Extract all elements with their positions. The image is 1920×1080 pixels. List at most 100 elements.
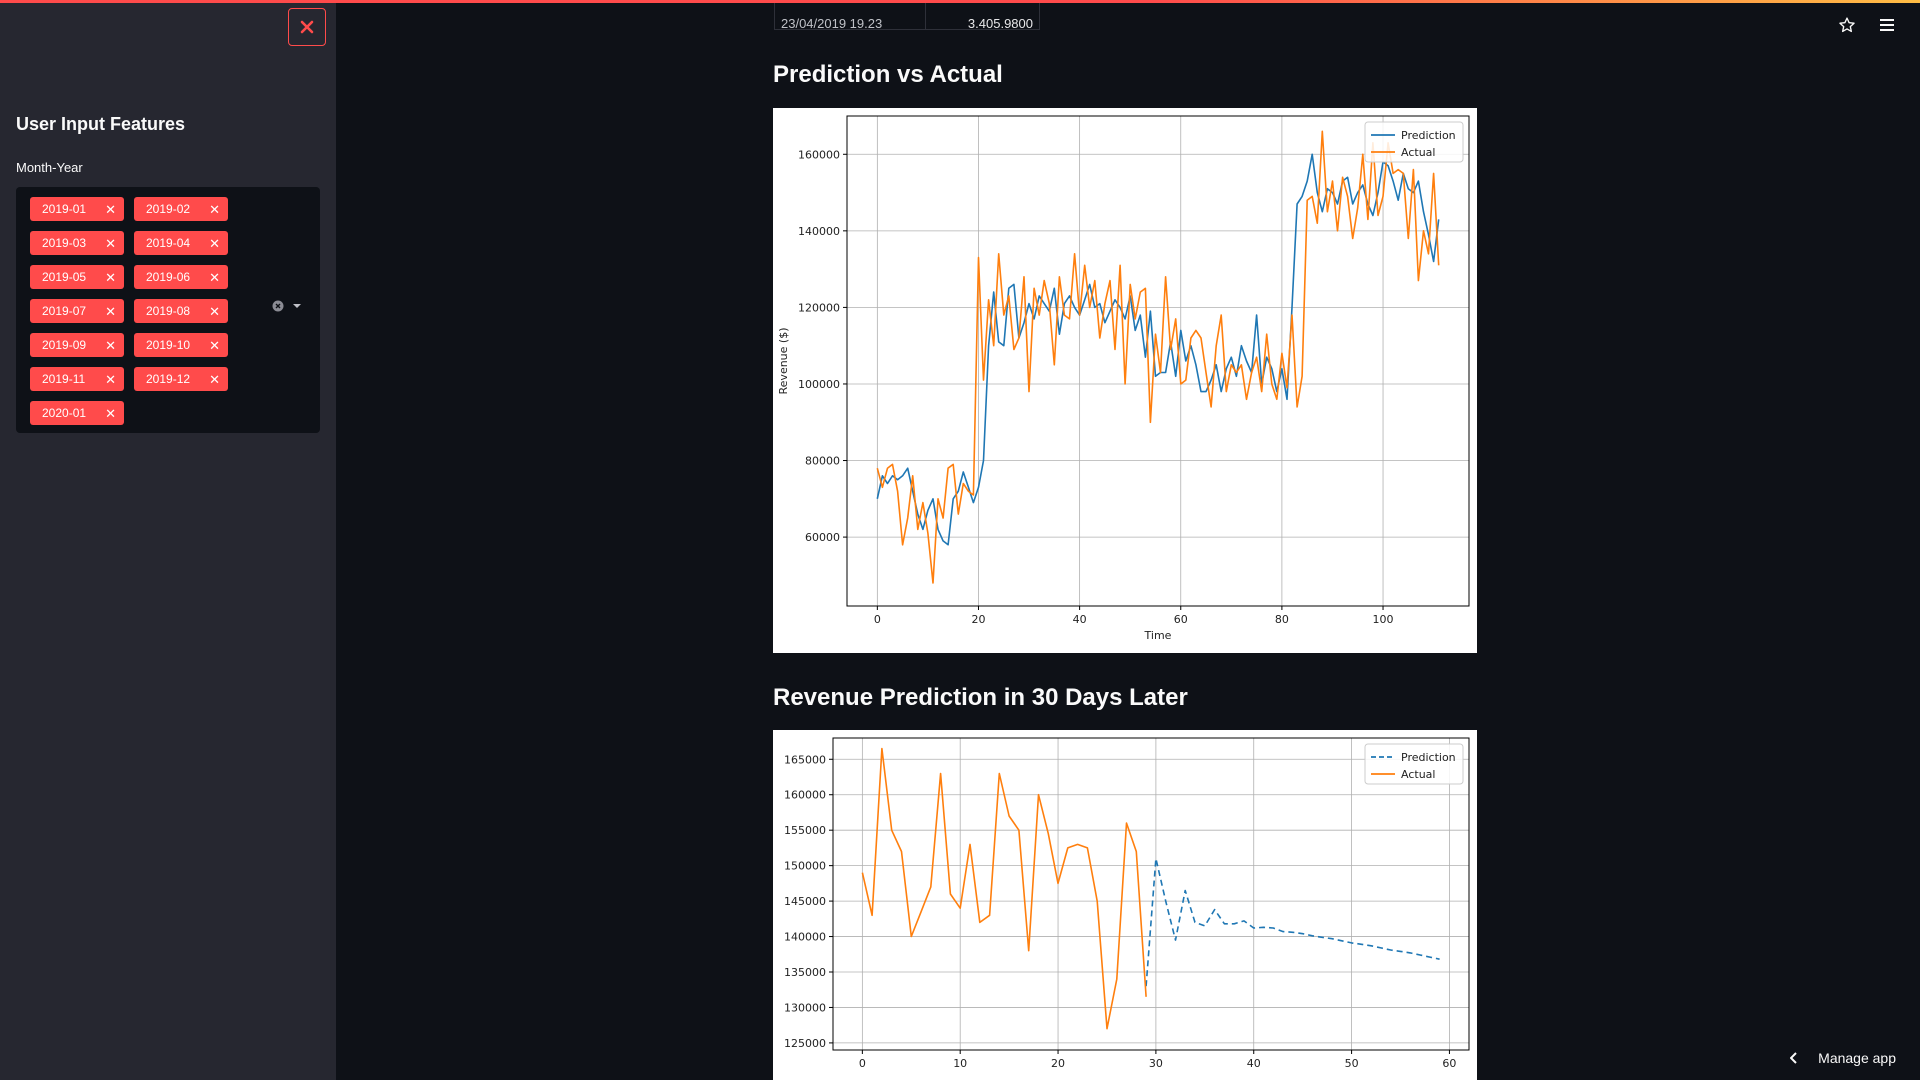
manage-app-label: Manage app — [1818, 1050, 1896, 1066]
legend-label-prediction: Prediction — [1401, 751, 1456, 764]
x-tick-label: 80 — [1275, 613, 1289, 626]
x-tick-label: 50 — [1345, 1057, 1359, 1070]
revenue-prediction-title: Revenue Prediction in 30 Days Later — [773, 684, 1188, 711]
prediction-vs-actual-chart: 0 20 40 60 80 100 60000 80000 100000 120000 140000… — [773, 108, 1477, 653]
month-year-label: Month-Year — [16, 160, 83, 175]
remove-tag-icon[interactable]: ✕ — [209, 371, 220, 387]
x-tick-label: 10 — [953, 1057, 967, 1070]
x-tick-label: 60 — [1442, 1057, 1456, 1070]
table-cell-timestamp: 23/04/2019 19.23 — [781, 16, 883, 30]
selected-tag: 2019-01 ✕ — [30, 197, 124, 221]
remove-tag-icon[interactable]: ✕ — [209, 201, 220, 217]
clear-all-icon[interactable] — [272, 300, 284, 312]
legend-label-actual: Actual — [1401, 768, 1435, 781]
y-tick-label: 130000 — [784, 1001, 826, 1014]
y-tick-label: 125000 — [784, 1037, 826, 1050]
x-tick-label: 40 — [1247, 1057, 1261, 1070]
menu-icon[interactable] — [1878, 16, 1896, 34]
y-tick-label: 160000 — [784, 789, 826, 802]
multiselect-controls — [272, 300, 302, 312]
x-tick-label: 60 — [1174, 613, 1188, 626]
series-line-actual — [861, 747, 1147, 1030]
y-tick-label: 160000 — [798, 148, 840, 161]
table-column-divider — [925, 0, 926, 29]
chart1-svg: 0 20 40 60 80 100 60000 80000 100000 120000 140000… — [777, 115, 1470, 642]
series-line-actual — [876, 130, 1440, 584]
y-tick-label: 100000 — [798, 378, 840, 391]
star-icon[interactable] — [1838, 16, 1856, 34]
tag-label: 2019-05 — [42, 270, 87, 284]
remove-tag-icon[interactable]: ✕ — [105, 235, 116, 251]
y-tick-label: 165000 — [784, 753, 826, 766]
tag-label: 2019-07 — [42, 304, 87, 318]
close-icon — [300, 20, 314, 34]
tag-label: 2019-12 — [146, 372, 191, 386]
month-year-multiselect[interactable]: 2019-01 ✕ 2019-02 ✕ 2019-03 ✕ 2019-04 ✕ 2019-05 ✕… — [16, 187, 320, 433]
legend-label-actual: Actual — [1401, 146, 1435, 159]
selected-tag: 2019-05 ✕ — [30, 265, 124, 289]
close-sidebar-button[interactable] — [288, 8, 326, 46]
sidebar-title: User Input Features — [16, 114, 186, 134]
series-line-prediction — [876, 153, 1440, 546]
remove-tag-icon[interactable]: ✕ — [105, 201, 116, 217]
top-decoration-bar — [0, 0, 1920, 3]
x-axis-label: Time — [1144, 629, 1172, 642]
selected-tag: 2019-02 ✕ — [134, 197, 228, 221]
y-tick-label: 80000 — [805, 455, 840, 468]
sidebar: User Input Features Month-Year 2019-01 ✕ 2… — [0, 0, 336, 1080]
x-tick-label: 0 — [874, 613, 881, 626]
x-tick-label: 0 — [859, 1057, 866, 1070]
tag-label: 2019-11 — [42, 372, 86, 386]
tag-label: 2019-09 — [42, 338, 87, 352]
remove-tag-icon[interactable]: ✕ — [209, 269, 220, 285]
tag-label: 2020-01 — [42, 406, 87, 420]
selected-tag: 2019-12 ✕ — [134, 367, 228, 391]
y-tick-label: 120000 — [798, 301, 840, 314]
y-tick-label: 155000 — [784, 824, 826, 837]
selected-tag: 2019-06 ✕ — [134, 265, 228, 289]
y-axis-label: Revenue ($) — [777, 328, 790, 395]
selected-tag: 2019-08 ✕ — [134, 299, 228, 323]
remove-tag-icon[interactable]: ✕ — [209, 235, 220, 251]
tag-label: 2019-08 — [146, 304, 191, 318]
x-tick-label: 20 — [971, 613, 985, 626]
remove-tag-icon[interactable]: ✕ — [105, 337, 116, 353]
selected-tag: 2019-10 ✕ — [134, 333, 228, 357]
x-tick-label: 20 — [1051, 1057, 1065, 1070]
tag-label: 2019-01 — [42, 202, 87, 216]
x-tick-label: 40 — [1073, 613, 1087, 626]
selected-tag: 2019-09 ✕ — [30, 333, 124, 357]
plot-frame — [832, 737, 1470, 1051]
chevron-down-icon[interactable] — [292, 303, 302, 309]
chevron-left-icon — [1790, 1052, 1797, 1064]
selected-tag: 2019-11 ✕ — [30, 367, 124, 391]
manage-app-button[interactable]: Manage app — [1790, 1050, 1896, 1066]
table-cell-timestamp-prev: 20/08/2019 22:27 — [781, 0, 882, 6]
prediction-vs-actual-title: Prediction vs Actual — [773, 61, 1003, 88]
x-tick-label: 30 — [1149, 1057, 1163, 1070]
y-tick-label: 145000 — [784, 895, 826, 908]
remove-tag-icon[interactable]: ✕ — [105, 405, 116, 421]
x-tick-label: 100 — [1373, 613, 1394, 626]
tag-label: 2019-02 — [146, 202, 191, 216]
header-toolbar — [1838, 16, 1896, 34]
y-tick-label: 60000 — [805, 531, 840, 544]
remove-tag-icon[interactable]: ✕ — [105, 303, 116, 319]
selected-tag: 2019-07 ✕ — [30, 299, 124, 323]
remove-tag-icon[interactable]: ✕ — [209, 337, 220, 353]
legend-label-prediction: Prediction — [1401, 129, 1456, 142]
selected-tag: 2019-04 ✕ — [134, 231, 228, 255]
tag-label: 2019-06 — [146, 270, 191, 284]
table-cell-value: 3.405.9800 — [967, 16, 1033, 30]
tag-label: 2019-04 — [146, 236, 191, 250]
y-tick-label: 135000 — [784, 966, 826, 979]
remove-tag-icon[interactable]: ✕ — [105, 371, 116, 387]
plot-frame — [846, 115, 1470, 607]
selected-tag: 2020-01 ✕ — [30, 401, 124, 425]
remove-tag-icon[interactable]: ✕ — [209, 303, 220, 319]
tag-label: 2019-10 — [146, 338, 191, 352]
y-tick-label: 140000 — [798, 225, 840, 238]
series-line-prediction — [1145, 857, 1440, 987]
revenue-prediction-chart: 0 10 20 30 40 50 60 125000 130000 135000 140000 145… — [773, 730, 1477, 1080]
remove-tag-icon[interactable]: ✕ — [105, 269, 116, 285]
